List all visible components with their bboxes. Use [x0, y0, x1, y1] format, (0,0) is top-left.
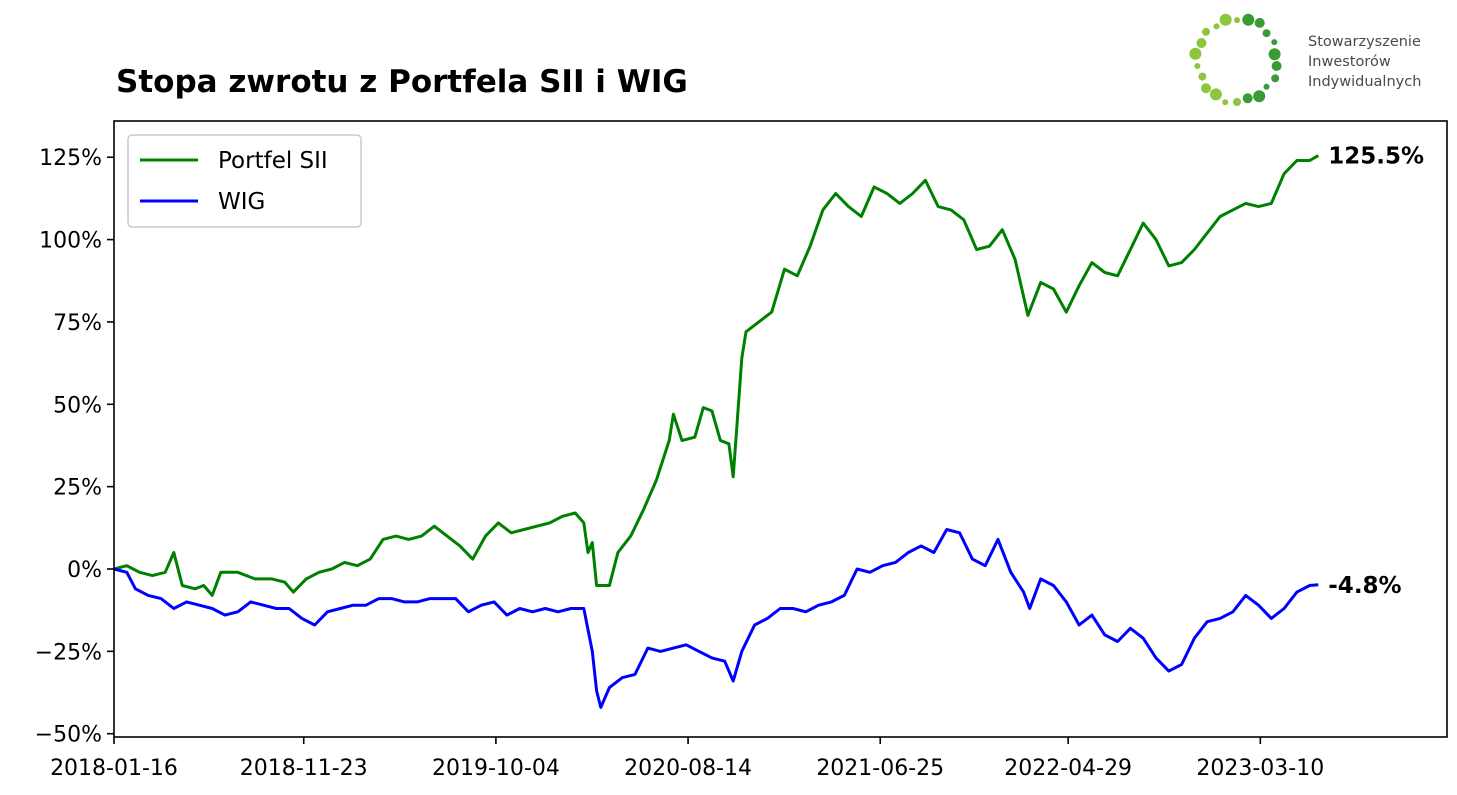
y-tick-label: −50% [35, 723, 102, 748]
logo-dot [1263, 83, 1270, 90]
y-tick-label: 125% [39, 146, 102, 171]
logo-dot [1196, 38, 1207, 48]
plot-frame [113, 120, 1448, 738]
logo-ring-icon [1189, 13, 1282, 106]
logo-dot [1271, 39, 1278, 46]
chart-title: Stopa zwrotu z Portfela SII i WIG [116, 64, 688, 100]
logo-dot [1194, 63, 1201, 69]
logo-dot [1268, 48, 1281, 61]
logo-dot [1242, 93, 1253, 104]
logo-dot [1209, 88, 1222, 101]
logo-dot [1189, 47, 1202, 60]
end-label-wig: -4.8% [1328, 573, 1401, 599]
y-tick-label: 0% [67, 558, 102, 583]
logo-dot [1262, 29, 1271, 38]
logo-line-2: Inwestorów [1308, 54, 1391, 70]
logo-dot [1271, 61, 1282, 71]
logo-dot [1198, 72, 1207, 81]
x-tick-label: 2023-03-10 [1196, 756, 1324, 781]
legend-label-wig: WIG [218, 189, 265, 215]
logo-dot [1219, 13, 1232, 26]
legend-label-portfel-sii: Portfel SII [218, 148, 328, 174]
legend: Portfel SII WIG [127, 134, 362, 228]
logo-line-1: Stowarzyszenie [1308, 34, 1421, 50]
series-line-wig [113, 528, 1319, 709]
logo-dot [1201, 83, 1211, 94]
logo-dot [1233, 98, 1241, 106]
x-tick-label: 2022-04-29 [1004, 756, 1132, 781]
end-label-portfel-sii: 125.5% [1328, 144, 1424, 170]
y-axis: 125% 100% 75% 50% 25% 0% −25% −50% [35, 146, 114, 748]
x-tick-label: 2019-10-04 [432, 756, 560, 781]
logo-dot [1222, 99, 1229, 106]
x-tick-label: 2020-08-14 [624, 756, 752, 781]
y-tick-label: 25% [53, 476, 102, 501]
series-line-portfel-sii [113, 154, 1320, 597]
plot-lines [113, 154, 1320, 709]
logo-dot [1234, 17, 1240, 24]
x-tick-label: 2018-01-16 [50, 756, 178, 781]
logo-dot [1213, 23, 1220, 30]
x-tick-label: 2018-11-23 [240, 756, 368, 781]
logo-dot [1202, 27, 1210, 36]
logo: Stowarzyszenie Inwestorów Indywidualnych [1189, 13, 1421, 106]
y-tick-label: −25% [35, 640, 102, 665]
y-tick-label: 100% [39, 229, 102, 254]
legend-box [127, 134, 362, 228]
end-labels: 125.5% -4.8% [1328, 144, 1424, 599]
y-tick-label: 75% [53, 311, 102, 336]
x-axis: 2018-01-16 2018-11-23 2019-10-04 2020-08-14… [50, 737, 1324, 781]
logo-dot [1254, 17, 1265, 28]
y-tick-label: 50% [53, 393, 102, 418]
logo-dot [1253, 90, 1266, 103]
x-tick-label: 2021-06-25 [816, 756, 944, 781]
logo-dot [1242, 13, 1255, 26]
logo-dot [1271, 74, 1280, 83]
logo-line-3: Indywidualnych [1308, 74, 1421, 90]
